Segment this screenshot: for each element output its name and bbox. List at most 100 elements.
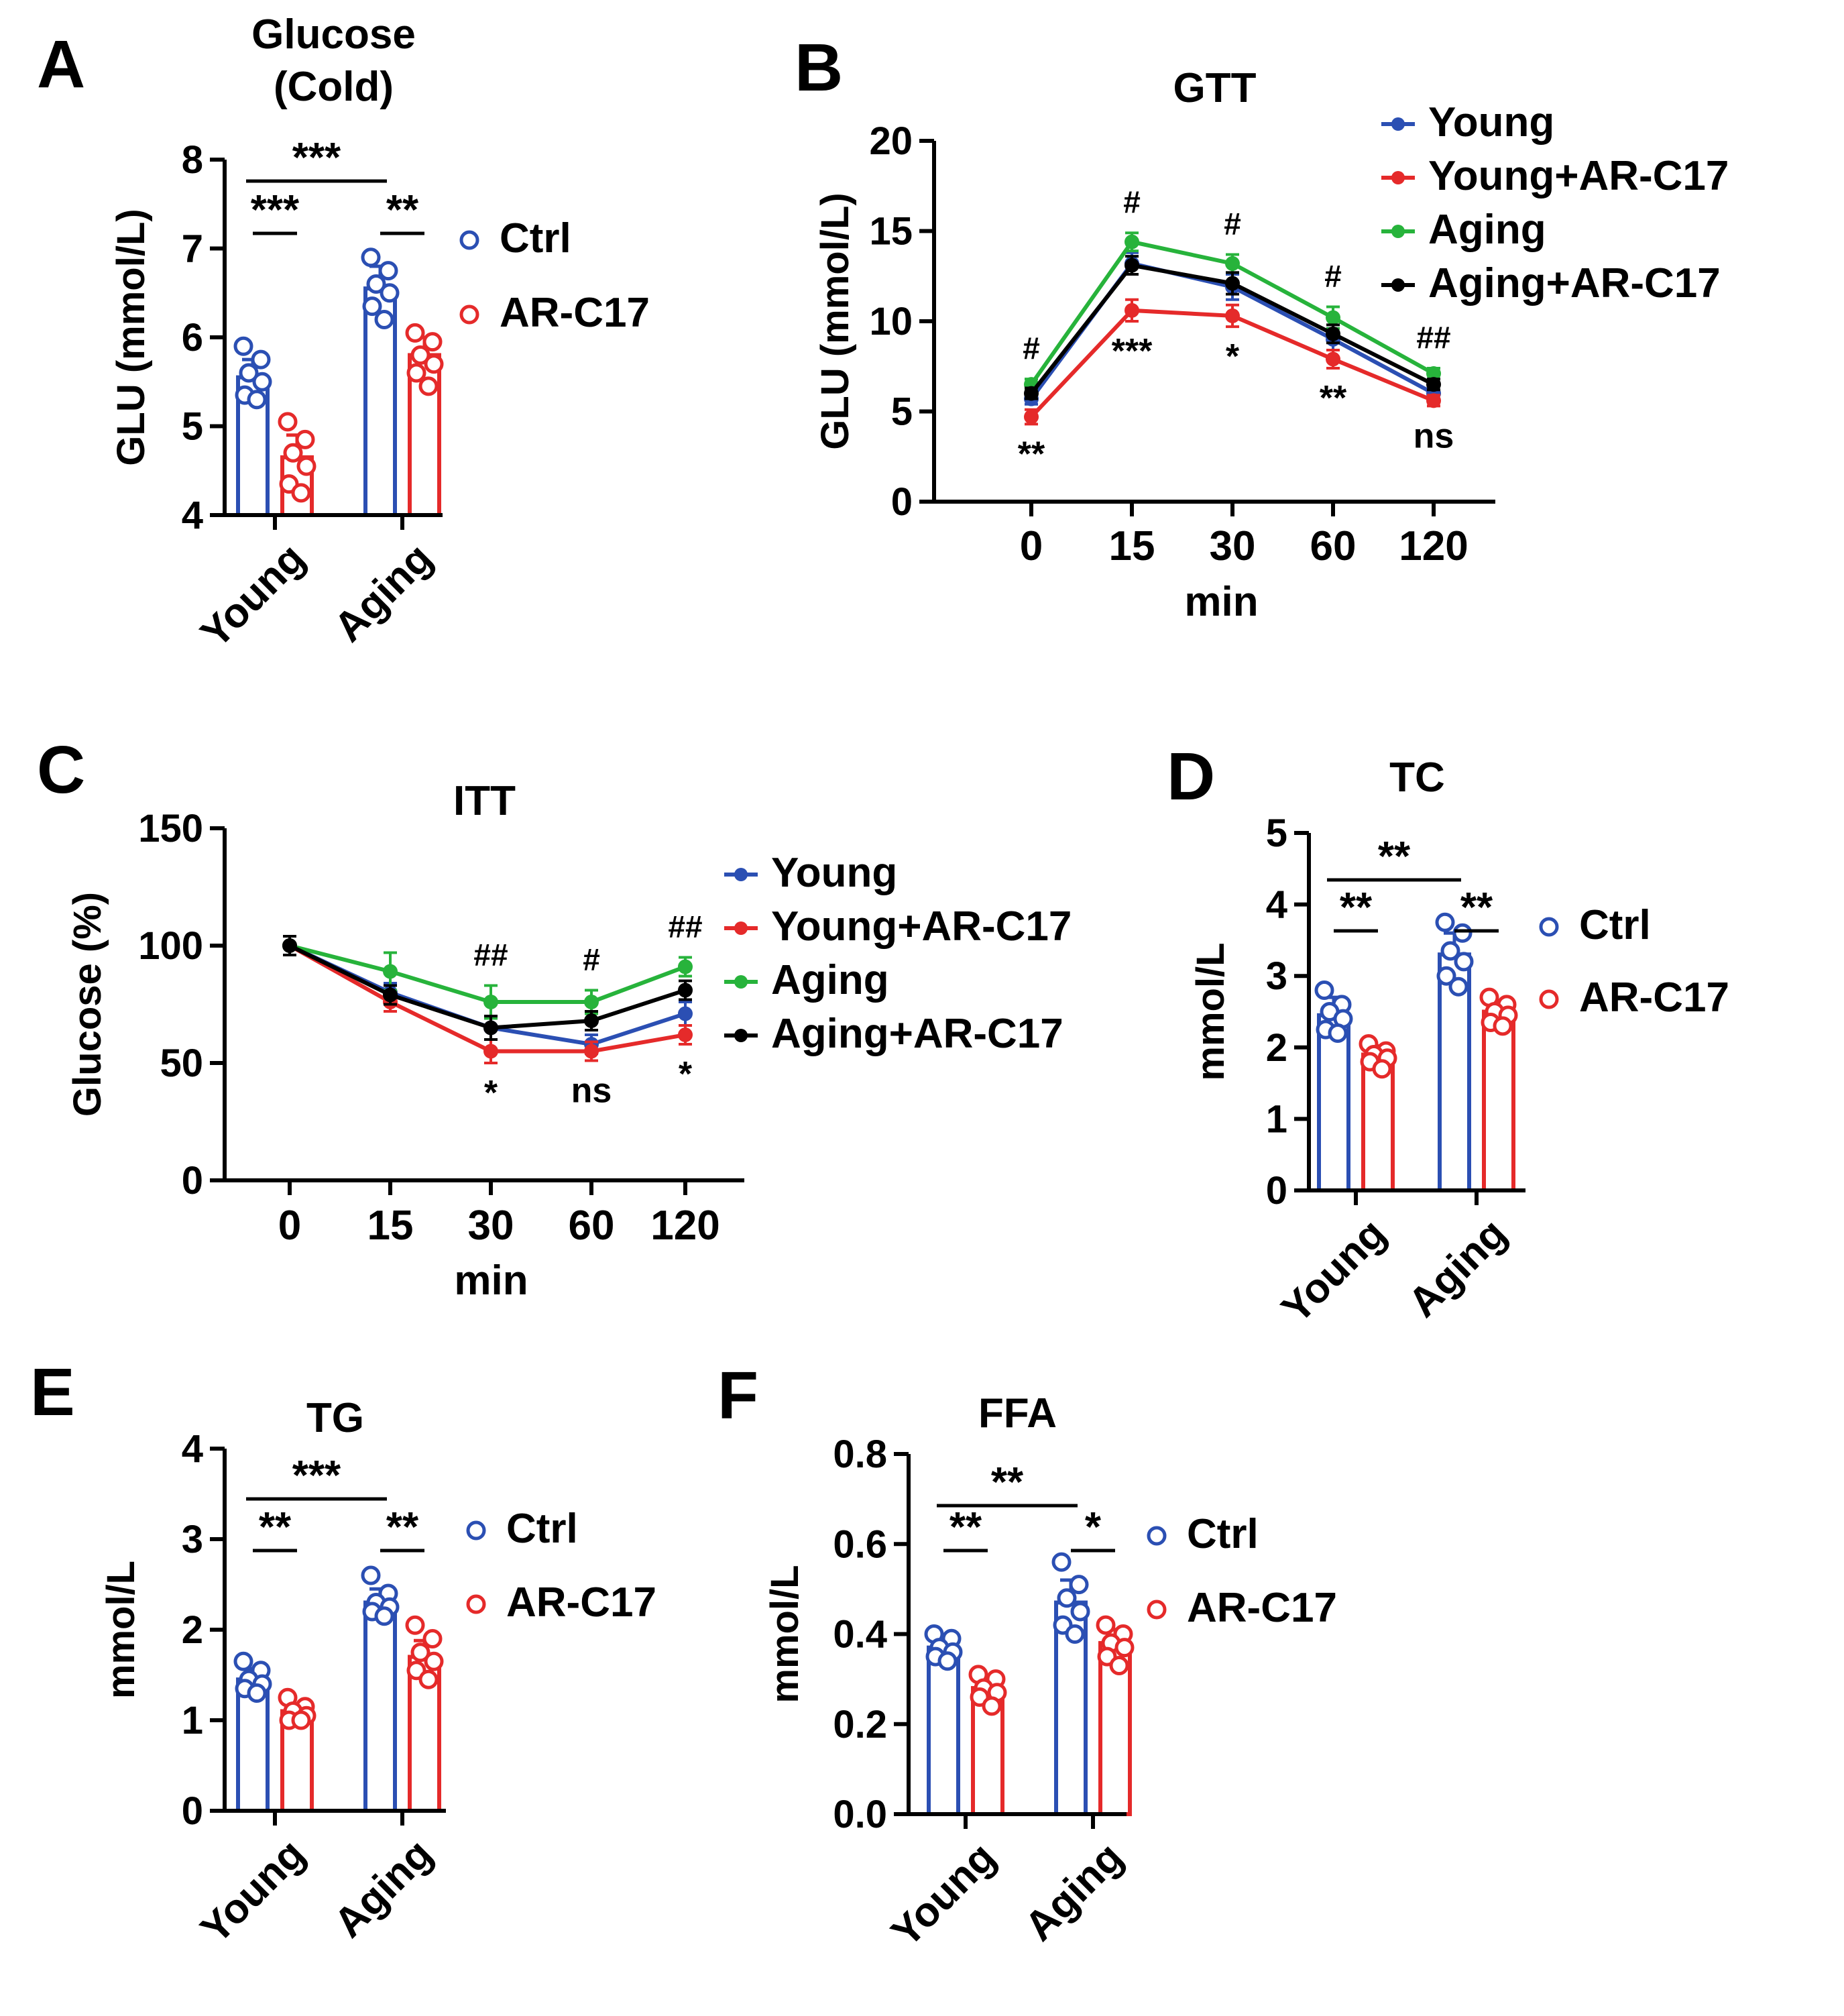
significance-label: ** [1340, 885, 1373, 931]
x-tick-label: Aging [325, 1830, 441, 1946]
significance-label: ** [949, 1504, 982, 1551]
x-tick-label: 60 [569, 1202, 615, 1249]
legend-label: Ctrl [1579, 902, 1651, 948]
data-point [247, 390, 267, 410]
y-tick-label: 4 [182, 1427, 203, 1471]
data-point [1314, 981, 1334, 1001]
annotation-below: ns [571, 1072, 612, 1111]
legend-label: Ctrl [1187, 1511, 1259, 1557]
data-point [424, 354, 444, 374]
chart-title: GTT [1173, 65, 1257, 111]
data-point [278, 412, 298, 432]
data-point [1096, 1615, 1116, 1635]
y-tick-label: 8 [182, 138, 203, 182]
data-point [1435, 912, 1455, 932]
y-tick-label: 50 [160, 1042, 203, 1085]
data-point [1109, 1655, 1129, 1675]
chart-title: TG [306, 1395, 364, 1441]
y-tick-label: 0 [182, 1789, 203, 1833]
data-point [247, 1683, 267, 1703]
annotation-above: # [1224, 206, 1241, 241]
data-point [283, 443, 303, 463]
x-axis-label: min [454, 1257, 528, 1304]
y-tick-label: 1 [182, 1699, 203, 1742]
data-point [252, 372, 272, 392]
y-tick-label: 10 [869, 300, 913, 343]
data-point [1069, 1575, 1089, 1595]
annotation-below: ** [1320, 379, 1347, 418]
legend-marker [734, 975, 748, 989]
data-point [1426, 393, 1441, 408]
x-tick-label: Aging [325, 535, 441, 651]
y-tick-label: 5 [1266, 811, 1287, 855]
annotation-above: # [1023, 331, 1040, 366]
data-point [678, 983, 693, 998]
legend-label: Ctrl [500, 215, 571, 262]
x-tick-label: 15 [367, 1202, 414, 1249]
data-point [361, 247, 381, 268]
data-point [233, 1651, 253, 1671]
data-point [383, 964, 398, 979]
annotation-above: ## [1416, 320, 1450, 355]
chart-title: TC [1389, 754, 1445, 801]
data-point [483, 1044, 498, 1059]
y-tick-label: 0 [891, 480, 913, 524]
significance-label: ** [386, 187, 419, 233]
bar [1482, 1009, 1515, 1192]
significance-label: ** [991, 1459, 1024, 1506]
y-tick-label: 150 [138, 807, 203, 850]
legend-label: AR-C17 [506, 1579, 656, 1626]
y-axis-label: GLU (mmol/L) [109, 209, 153, 465]
panel-letter: C [37, 732, 85, 807]
data-point [418, 1669, 439, 1689]
data-point [361, 1565, 381, 1585]
legend-marker [1539, 917, 1559, 937]
x-tick-label: Young [1273, 1210, 1395, 1332]
panel-letter: B [795, 30, 843, 105]
legend-label: AR-C17 [500, 290, 650, 336]
data-point [378, 261, 398, 281]
x-tick-label: 120 [650, 1202, 719, 1249]
significance-label: * [1085, 1504, 1102, 1551]
legend-marker [466, 1594, 486, 1614]
data-point [1326, 351, 1340, 367]
x-tick-label: Aging [1399, 1210, 1515, 1326]
data-point [251, 349, 271, 370]
bar [927, 1645, 960, 1816]
data-point [1328, 1023, 1348, 1043]
y-tick-label: 2 [182, 1608, 203, 1652]
y-tick-label: 0 [1266, 1169, 1287, 1213]
data-point [239, 363, 259, 383]
x-tick-label: Young [882, 1834, 1004, 1956]
significance-label: ** [1378, 834, 1411, 880]
x-tick-label: 0 [278, 1202, 301, 1249]
legend-label: Aging+AR-C17 [771, 1011, 1063, 1057]
data-point [1051, 1552, 1072, 1572]
y-tick-label: 0.6 [833, 1522, 887, 1566]
panel-letter: A [37, 27, 85, 102]
data-point [233, 336, 253, 356]
y-tick-label: 0.0 [833, 1793, 887, 1836]
legend-label: Young+AR-C17 [771, 903, 1072, 950]
y-tick-label: 5 [182, 405, 203, 449]
y-axis-label: mmol/L [1189, 942, 1232, 1080]
data-point [1225, 276, 1240, 291]
y-tick-label: 20 [869, 119, 913, 163]
data-point [1070, 1602, 1090, 1622]
legend-marker [1391, 171, 1405, 184]
data-point [1024, 386, 1039, 401]
legend-label: Aging [771, 957, 889, 1003]
legend-marker [466, 1520, 486, 1541]
data-point [295, 429, 315, 449]
significance-label: *** [251, 187, 300, 233]
legend-marker [734, 1029, 748, 1042]
data-point [1426, 366, 1441, 382]
data-point [296, 456, 316, 476]
data-point [1448, 976, 1468, 997]
panel-a: A Glucose (Cold) 4 5 6 7 8 GLU (mmol/L) Young Agin… [37, 11, 650, 657]
y-tick-label: 5 [891, 390, 913, 434]
significance-label: ** [386, 1504, 419, 1551]
data-point [678, 1027, 693, 1042]
